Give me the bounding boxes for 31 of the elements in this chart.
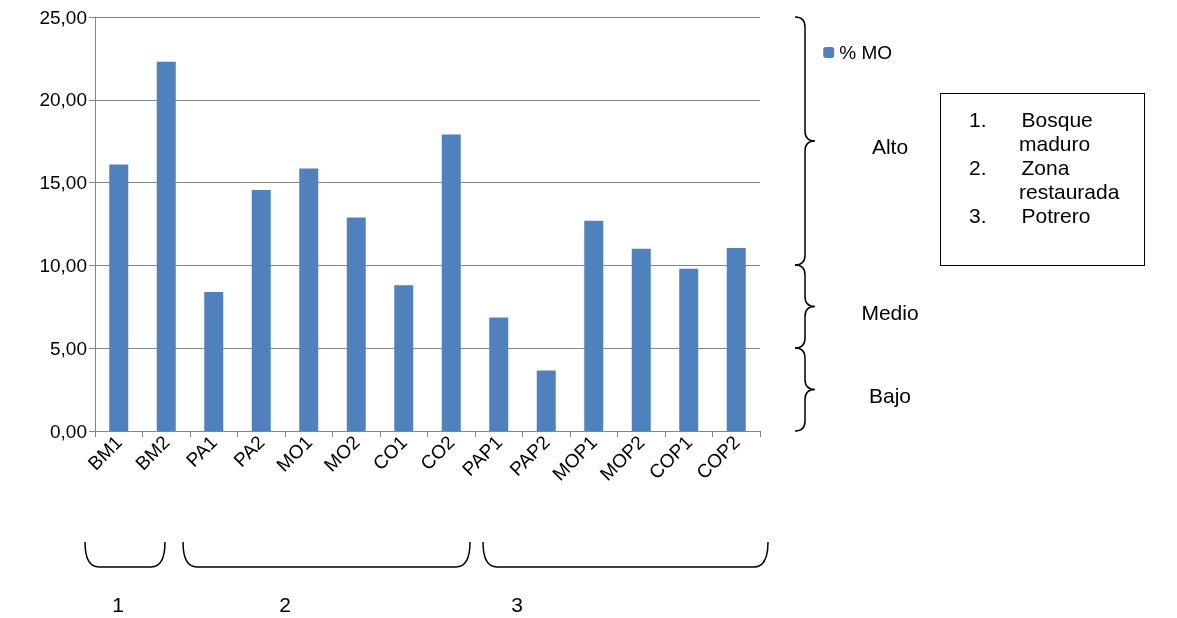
text: Alto [871, 135, 909, 159]
text: Medio [861, 300, 919, 325]
y-tick-label: 0,00 [50, 420, 87, 442]
bar [251, 190, 271, 431]
bar [631, 248, 651, 431]
bar [489, 317, 509, 431]
y-tick-label: 20,00 [39, 89, 87, 111]
y-tick-label: 5,00 [50, 337, 87, 359]
bar [156, 61, 176, 431]
x-tick-label: CO1 [368, 431, 412, 475]
text-box: 1. Bosque maduro 2. Zona restaurada 3. Potrero [940, 93, 1145, 266]
bar [726, 248, 746, 431]
bar [584, 220, 604, 431]
text: 3 [511, 593, 523, 617]
x-tick-label: PA1 [181, 431, 222, 471]
x-tick-label: PA2 [229, 431, 269, 471]
bar [109, 164, 129, 431]
bar [441, 134, 461, 431]
legend-label: % MO [839, 42, 892, 63]
text: 2 [279, 593, 291, 617]
y-tick-label: 15,00 [39, 172, 87, 194]
bar [679, 268, 699, 431]
text: 1 [112, 593, 124, 617]
bar [204, 291, 224, 431]
y-tick-label: 10,00 [39, 254, 87, 276]
bar [346, 217, 366, 431]
text: Bajo [868, 383, 912, 408]
bar [394, 285, 414, 431]
bar [299, 168, 319, 431]
y-tick-label: 25,00 [39, 6, 87, 28]
bar [536, 370, 556, 431]
